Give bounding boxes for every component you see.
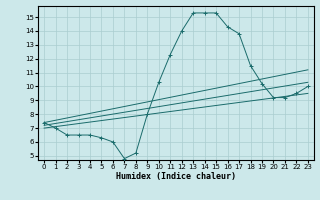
X-axis label: Humidex (Indice chaleur): Humidex (Indice chaleur) — [116, 172, 236, 181]
